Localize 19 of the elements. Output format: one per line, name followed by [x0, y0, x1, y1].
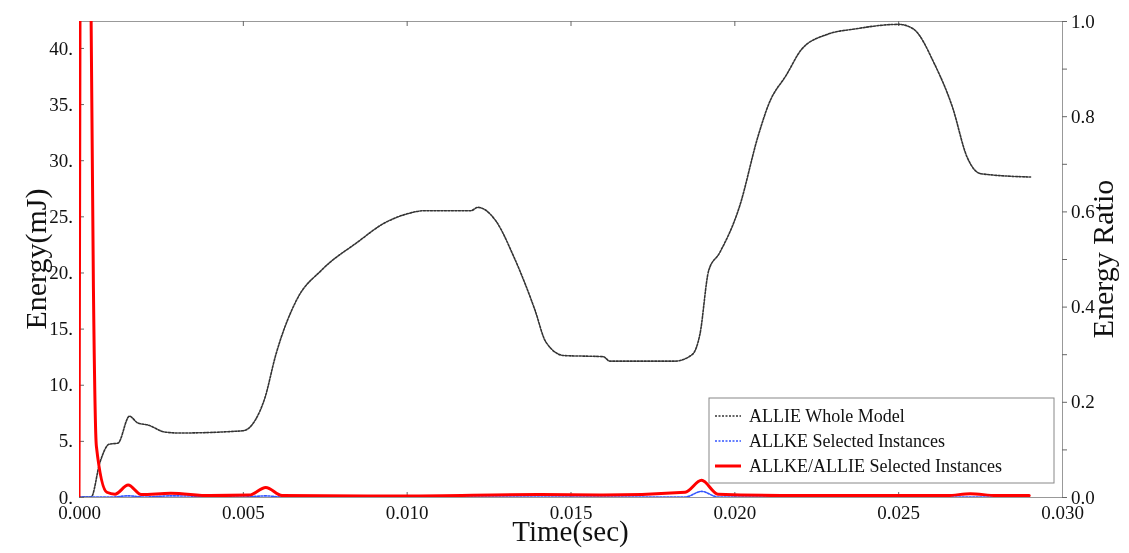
- y-tick-label: 35.: [49, 93, 73, 115]
- y-tick-label: 25.: [49, 205, 73, 227]
- legend-label: ALLKE/ALLIE Selected Instances: [749, 456, 1002, 476]
- y2-tick-label: 0.8: [1071, 105, 1095, 127]
- x-tick-label: 0.020: [713, 502, 757, 524]
- y2-tick-label: 0.6: [1071, 200, 1095, 222]
- legend-label: ALLKE Selected Instances: [749, 431, 945, 451]
- y-tick-label: 10.: [49, 374, 73, 396]
- y2-tick-label: 0.2: [1071, 391, 1095, 413]
- y-tick-label: 5.: [58, 430, 73, 452]
- y-tick-label: 40.: [49, 37, 73, 59]
- y-tick-label: 30.: [49, 149, 73, 171]
- y2-tick-label: 0.4: [1071, 296, 1096, 318]
- y2-tick-label: 1.0: [1071, 10, 1095, 32]
- x-tick-label: 0.005: [221, 502, 265, 524]
- x-tick-label: 0.010: [385, 502, 429, 524]
- legend-label: ALLIE Whole Model: [749, 406, 905, 426]
- y-tick-label: 15.: [49, 318, 73, 340]
- x-tick-label: 0.025: [877, 502, 921, 524]
